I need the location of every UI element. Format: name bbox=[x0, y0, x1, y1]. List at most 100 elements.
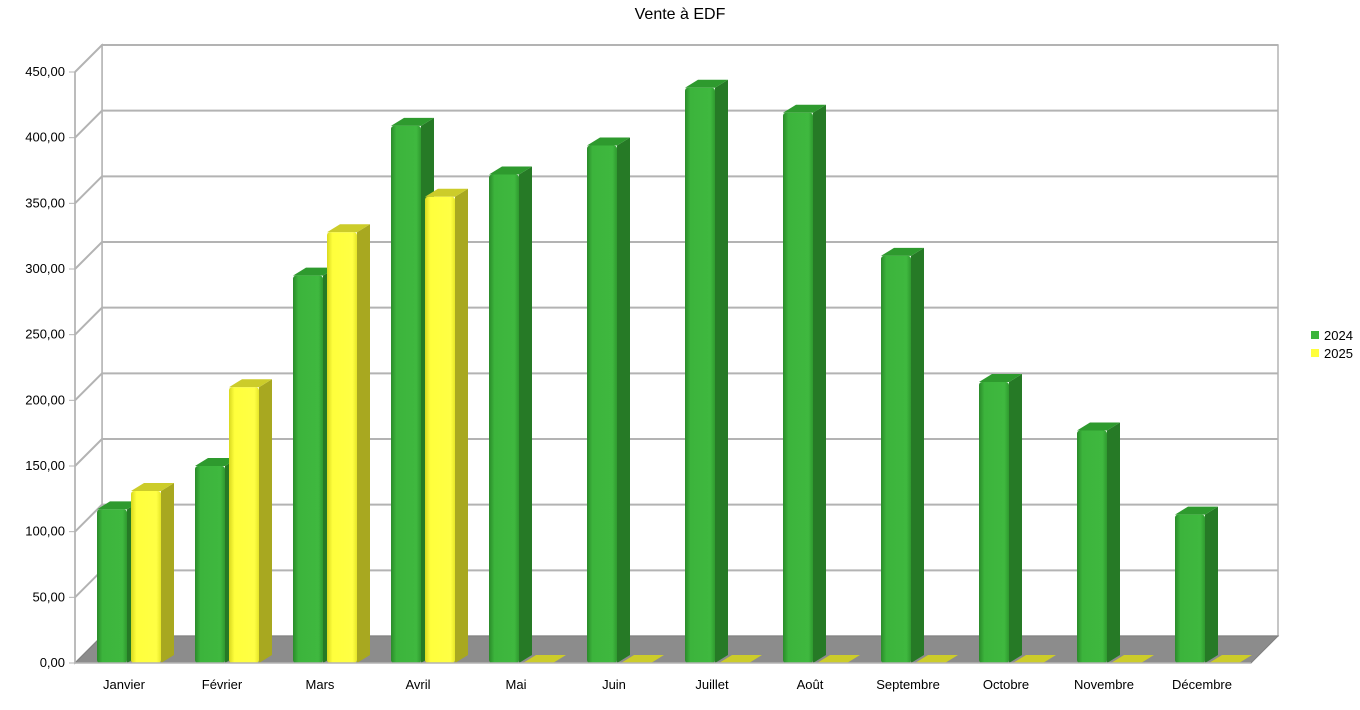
bar-side bbox=[161, 482, 174, 663]
legend-label: 2024 bbox=[1324, 328, 1353, 343]
bar-2025-Juillet bbox=[719, 655, 762, 663]
legend-swatch bbox=[1311, 349, 1319, 357]
bar-top bbox=[915, 655, 958, 663]
bar-side bbox=[1009, 373, 1022, 663]
bar-2025-Décembre bbox=[1209, 655, 1252, 663]
x-tick-label: Mai bbox=[506, 677, 527, 692]
bar-top bbox=[425, 188, 468, 197]
y-tick-label: 150,00 bbox=[25, 458, 65, 473]
bar-front bbox=[783, 112, 813, 664]
bar-front bbox=[425, 196, 455, 663]
legend-item-2024: 2024 bbox=[1311, 328, 1353, 343]
bar-top bbox=[1111, 655, 1154, 663]
y-tick-label: 250,00 bbox=[25, 327, 65, 342]
y-tick-label: 300,00 bbox=[25, 261, 65, 276]
bar-2025-Juin bbox=[621, 655, 664, 663]
bar-top bbox=[1209, 655, 1252, 663]
bar-side bbox=[259, 379, 272, 663]
bar-top bbox=[195, 458, 238, 466]
bar-front bbox=[1175, 514, 1205, 663]
bar-front bbox=[327, 232, 357, 663]
bar-top bbox=[1175, 506, 1218, 515]
gridline bbox=[74, 109, 1278, 139]
x-tick-label: Juillet bbox=[695, 677, 729, 692]
bar-side bbox=[1205, 506, 1218, 663]
bar-top bbox=[783, 104, 826, 113]
bar-2025-Novembre bbox=[1111, 655, 1154, 663]
x-axis: Janvier Février Mars Avril Mai Juin Juillet Aoû… bbox=[75, 662, 1251, 692]
x-tick-label: Avril bbox=[405, 677, 430, 692]
bar-front bbox=[587, 145, 617, 664]
bar-2024-Décembre bbox=[1175, 506, 1218, 663]
y-tick-label: 100,00 bbox=[25, 524, 65, 539]
bar-side bbox=[1107, 422, 1120, 663]
bar-front bbox=[391, 125, 421, 663]
bar-2024-Mai bbox=[489, 166, 532, 663]
bar-front bbox=[489, 174, 519, 663]
gridline bbox=[74, 44, 1278, 73]
bar-side bbox=[357, 224, 370, 663]
bar-side bbox=[715, 79, 728, 663]
x-tick-label: Juin bbox=[602, 677, 626, 692]
bar-2024-Juin bbox=[587, 137, 630, 664]
bar-side bbox=[617, 137, 630, 664]
bar-top bbox=[719, 655, 762, 663]
y-tick-label: 0,00 bbox=[40, 655, 65, 670]
bar-top bbox=[979, 373, 1022, 382]
bar-top bbox=[327, 224, 370, 233]
chart-title: Vente à EDF bbox=[635, 6, 726, 23]
bar-side bbox=[911, 247, 924, 663]
bar-2025-Avril bbox=[425, 188, 468, 663]
bar-side bbox=[519, 166, 532, 663]
bar-2025-Janvier bbox=[131, 482, 174, 663]
x-tick-label: Février bbox=[202, 677, 243, 692]
bar-front bbox=[685, 87, 715, 663]
bar-side bbox=[813, 104, 826, 664]
bar-top bbox=[489, 166, 532, 175]
bar-2024-Septembre bbox=[881, 247, 924, 663]
bar-top bbox=[293, 267, 336, 276]
bar-top bbox=[881, 247, 924, 256]
bar-front bbox=[229, 387, 259, 663]
bar-top bbox=[97, 501, 140, 510]
bar-2025-Octobre bbox=[1013, 655, 1056, 663]
bar-front bbox=[293, 275, 323, 663]
y-tick-label: 450,00 bbox=[25, 64, 65, 79]
x-tick-label: Novembre bbox=[1074, 677, 1134, 692]
bar-2025-Septembre bbox=[915, 655, 958, 663]
bar-top bbox=[1013, 655, 1056, 663]
bar-2025-Août bbox=[817, 655, 860, 663]
x-tick-label: Septembre bbox=[876, 677, 940, 692]
bar-front bbox=[1077, 430, 1107, 663]
bar-top bbox=[131, 482, 174, 491]
bar-2025-Mai bbox=[523, 655, 566, 663]
bar-2025-Février bbox=[229, 379, 272, 663]
x-tick-label: Janvier bbox=[103, 677, 146, 692]
bar-front bbox=[195, 466, 225, 663]
gridline bbox=[74, 175, 1278, 205]
x-tick-label: Mars bbox=[306, 677, 335, 692]
bar-2024-Août bbox=[783, 104, 826, 664]
bars bbox=[97, 79, 1252, 664]
legend-item-2025: 2025 bbox=[1311, 346, 1353, 361]
bar-top bbox=[621, 655, 664, 663]
bar-front bbox=[131, 490, 161, 663]
y-tick-label: 200,00 bbox=[25, 392, 65, 407]
bar-front bbox=[979, 381, 1009, 663]
bar-top bbox=[523, 655, 566, 663]
legend-swatch bbox=[1311, 331, 1319, 339]
x-tick-label: Octobre bbox=[983, 677, 1029, 692]
y-axis: 0,00 50,00 100,00 150,00 200,00 250,00 300,00 3… bbox=[25, 64, 76, 670]
bar-front bbox=[97, 509, 127, 663]
legend: 2024 2025 bbox=[1311, 328, 1353, 361]
bar-top bbox=[229, 379, 272, 388]
y-tick-label: 400,00 bbox=[25, 130, 65, 145]
bar-top bbox=[391, 117, 434, 126]
y-tick-label: 350,00 bbox=[25, 195, 65, 210]
bar-2025-Mars bbox=[327, 224, 370, 663]
bar-top bbox=[587, 137, 630, 146]
bar-2024-Octobre bbox=[979, 373, 1022, 663]
x-tick-label: Août bbox=[797, 677, 824, 692]
